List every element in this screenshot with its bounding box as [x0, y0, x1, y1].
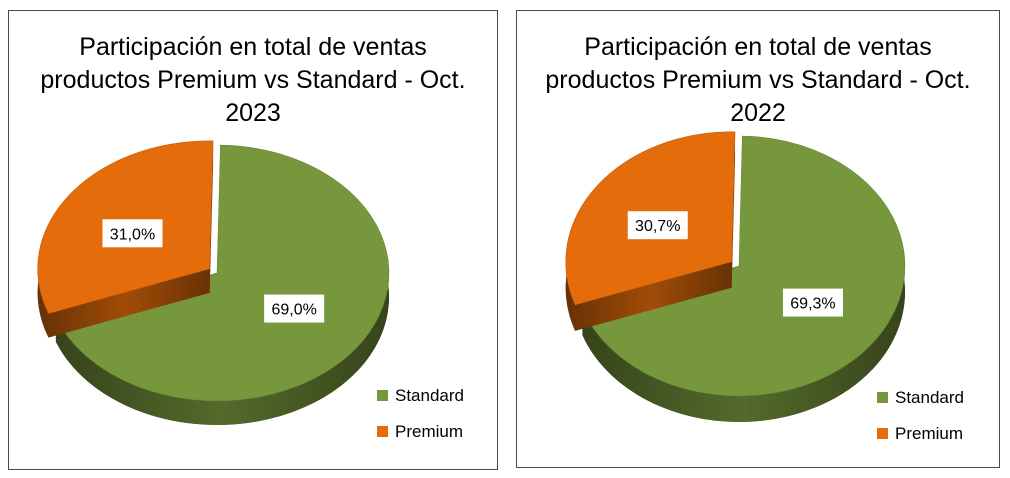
legend-swatch-premium: [377, 426, 388, 437]
legend-label-premium: Premium: [395, 421, 464, 441]
pie-chart-2023: 69,0% 31,0%: [37, 140, 390, 425]
chart-panel-2022: Participación en total de ventas product…: [516, 10, 1000, 468]
legend-swatch-premium: [877, 428, 888, 439]
pie-slice-standard: [582, 135, 906, 423]
legend-item-standard: Standard: [877, 388, 964, 407]
data-label-standard: 69,3%: [782, 288, 843, 317]
data-label-box: [264, 294, 325, 323]
data-label-text: 30,7%: [635, 218, 680, 235]
legend: Standard Premium: [877, 388, 964, 460]
legend-item-standard: Standard: [377, 386, 464, 405]
legend-item-premium: Premium: [377, 422, 464, 441]
data-label-text: 69,3%: [790, 296, 835, 313]
chart-title: Participación en total de ventas product…: [40, 33, 466, 127]
pie-slice-top: [55, 144, 390, 402]
data-label-premium: 30,7%: [627, 211, 688, 240]
data-label-box: [627, 211, 688, 240]
data-label-text: 31,0%: [110, 226, 155, 243]
legend-item-premium: Premium: [877, 424, 964, 443]
pie-slice-standard: [55, 144, 390, 425]
pie-slice-top: [582, 135, 906, 397]
legend-label-standard: Standard: [895, 387, 964, 407]
pie-chart-2022: 69,3% 30,7%: [565, 131, 906, 423]
data-label-text: 69,0%: [271, 302, 316, 319]
legend-swatch-standard: [877, 392, 888, 403]
data-label-box: [782, 288, 843, 317]
chart-title: Participación en total de ventas product…: [545, 33, 971, 127]
chart-panel-2023: Participación en total de ventas product…: [8, 10, 498, 470]
data-label-standard: 69,0%: [264, 294, 325, 323]
data-label-box: [102, 219, 163, 248]
legend-label-premium: Premium: [895, 423, 964, 443]
legend: Standard Premium: [377, 386, 464, 458]
data-label-premium: 31,0%: [102, 219, 163, 248]
legend-label-standard: Standard: [395, 385, 464, 405]
legend-swatch-standard: [377, 390, 388, 401]
